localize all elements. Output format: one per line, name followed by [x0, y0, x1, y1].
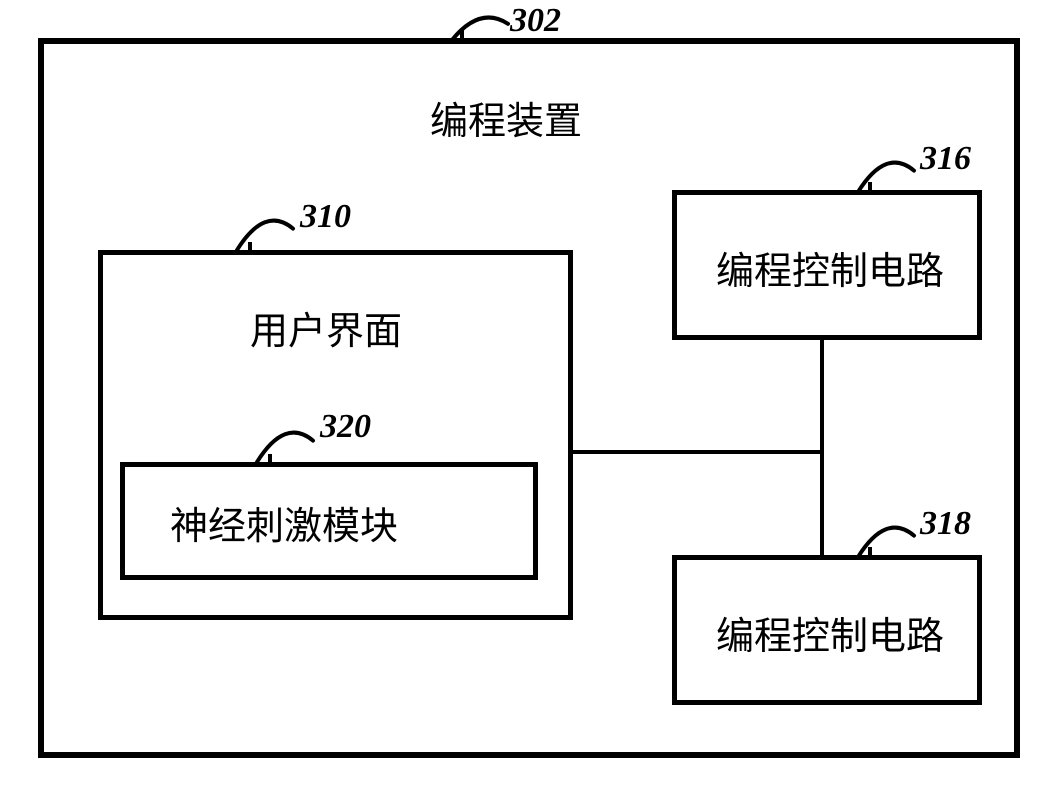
diagram-canvas: 编程装置 302 用户界面 310 神经刺激模块 320 编程控制电路 316 … — [0, 0, 1053, 785]
ui-title: 用户界面 — [250, 300, 402, 355]
outer-title: 编程装置 — [430, 90, 582, 145]
ctrl2-leader-tick — [868, 547, 872, 559]
stim-leader-curve — [255, 428, 315, 464]
ctrl2-leader-curve — [856, 523, 916, 559]
ctrl2-number: 318 — [920, 505, 971, 543]
ctrl1-leader-tick — [868, 182, 872, 194]
stim-title: 神经刺激模块 — [170, 495, 398, 550]
outer-number: 302 — [510, 2, 561, 40]
ctrl1-number: 316 — [920, 140, 971, 178]
stim-leader-tick — [268, 454, 272, 466]
ui-number: 310 — [300, 198, 351, 236]
outer-leader-tick — [460, 30, 464, 42]
ui-leader-curve — [235, 216, 295, 252]
ctrl1-title: 编程控制电路 — [716, 240, 944, 295]
connector-h — [573, 450, 823, 454]
ctrl2-title: 编程控制电路 — [716, 605, 944, 660]
ctrl1-leader-curve — [856, 158, 916, 194]
outer-leader-curve — [450, 14, 510, 42]
ui-leader-tick — [248, 242, 252, 254]
connector-v — [820, 340, 824, 556]
stim-number: 320 — [320, 408, 371, 446]
